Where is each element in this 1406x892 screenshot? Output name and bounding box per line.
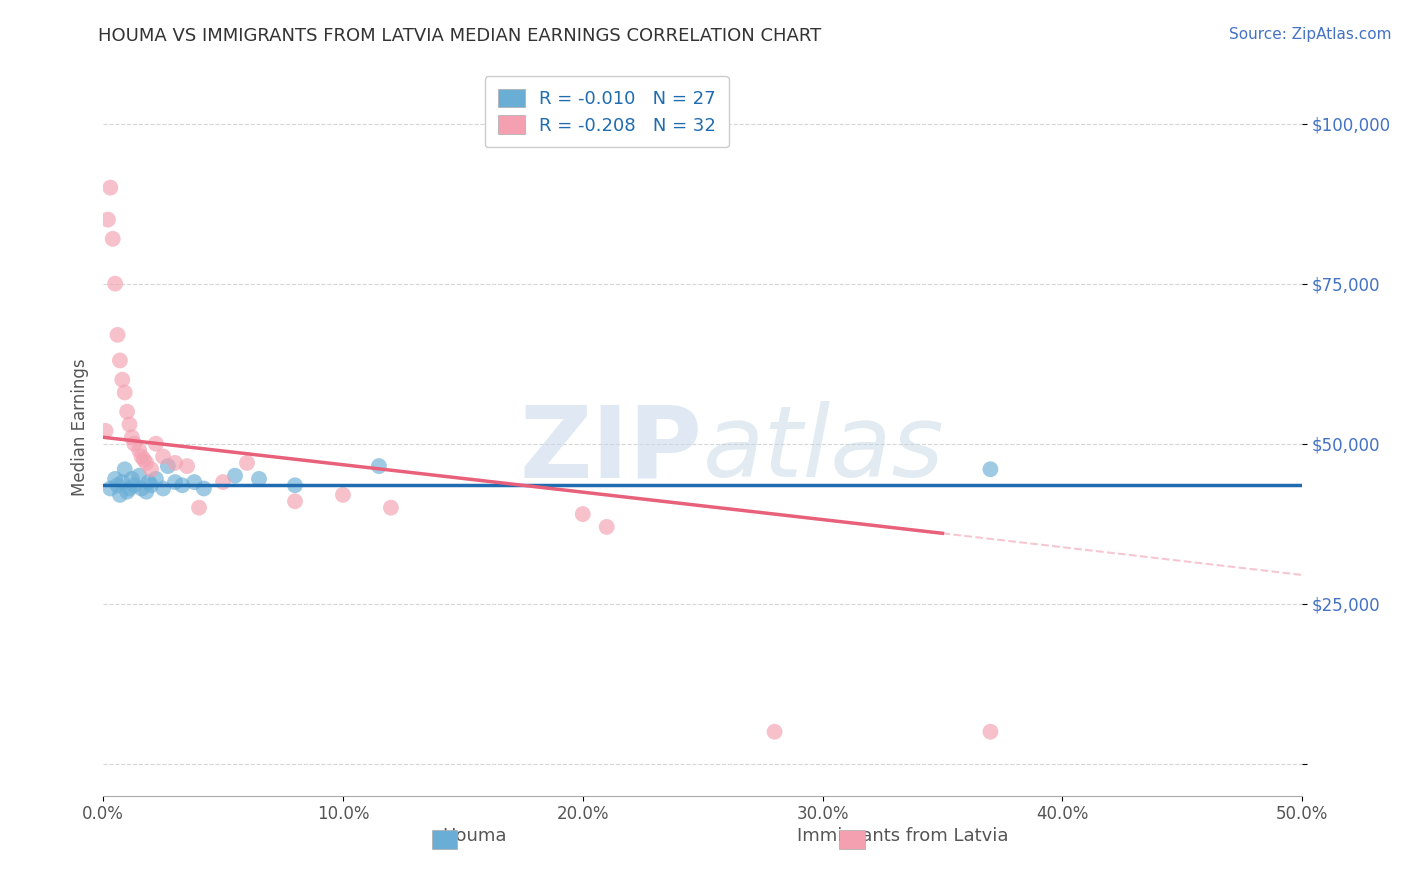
Point	[108, 353, 131, 368]
Point	[571, 507, 593, 521]
Point	[145, 472, 167, 486]
Point	[247, 472, 270, 486]
Point	[124, 478, 146, 492]
Point	[115, 484, 138, 499]
Point	[763, 724, 786, 739]
Point	[111, 373, 134, 387]
Point	[224, 468, 246, 483]
Point	[97, 212, 120, 227]
Point	[156, 459, 179, 474]
Point	[107, 327, 129, 342]
Legend: R = -0.010   N = 27, R = -0.208   N = 32: R = -0.010 N = 27, R = -0.208 N = 32	[485, 76, 728, 147]
Point	[121, 472, 143, 486]
Point	[98, 482, 121, 496]
Point	[139, 462, 162, 476]
Point	[118, 417, 141, 432]
Point	[135, 456, 157, 470]
Point	[131, 450, 153, 464]
Text: ZIP: ZIP	[520, 401, 703, 499]
Point	[172, 478, 194, 492]
Point	[118, 482, 141, 496]
Point	[367, 459, 389, 474]
Point	[979, 724, 1001, 739]
Point	[131, 482, 153, 496]
Point	[107, 478, 129, 492]
Point	[138, 475, 160, 489]
Point	[212, 475, 235, 489]
Point	[139, 478, 162, 492]
Point	[108, 488, 131, 502]
Point	[121, 430, 143, 444]
Point	[236, 456, 259, 470]
Point	[104, 472, 127, 486]
Point	[128, 468, 150, 483]
Point	[124, 436, 146, 450]
Point	[98, 180, 121, 194]
Point	[114, 385, 136, 400]
Point	[188, 500, 211, 515]
Point	[332, 488, 354, 502]
Point	[152, 482, 174, 496]
Point	[596, 520, 619, 534]
Point	[183, 475, 205, 489]
Point	[101, 232, 124, 246]
Point	[193, 482, 215, 496]
Point	[94, 424, 117, 438]
Point	[284, 478, 307, 492]
Point	[165, 456, 187, 470]
Point	[114, 462, 136, 476]
Text: Immigrants from Latvia: Immigrants from Latvia	[797, 827, 1008, 845]
Point	[979, 462, 1001, 476]
Point	[115, 405, 138, 419]
Point	[111, 475, 134, 489]
Point	[132, 452, 155, 467]
Point	[128, 443, 150, 458]
Point	[152, 450, 174, 464]
Point	[380, 500, 402, 515]
Point	[104, 277, 127, 291]
Text: atlas: atlas	[703, 401, 945, 499]
Text: HOUMA VS IMMIGRANTS FROM LATVIA MEDIAN EARNINGS CORRELATION CHART: HOUMA VS IMMIGRANTS FROM LATVIA MEDIAN E…	[98, 27, 821, 45]
Text: Source: ZipAtlas.com: Source: ZipAtlas.com	[1229, 27, 1392, 42]
Point	[145, 436, 167, 450]
Point	[165, 475, 187, 489]
Point	[176, 459, 198, 474]
Y-axis label: Median Earnings: Median Earnings	[72, 359, 89, 497]
Text: Houma: Houma	[441, 827, 506, 845]
Point	[284, 494, 307, 508]
Point	[135, 484, 157, 499]
